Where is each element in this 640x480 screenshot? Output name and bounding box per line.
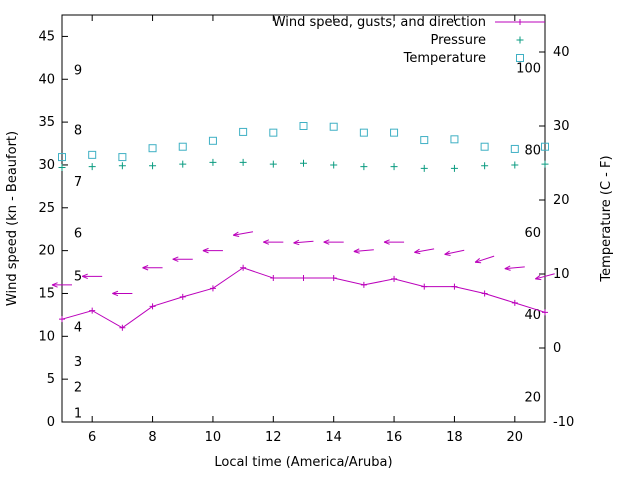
y-left-axis-title: Wind speed (kn - Beaufort) [5,131,20,306]
x-tick-label: 14 [325,430,342,445]
y-left-tick-label: 0 [47,415,55,430]
beaufort-label: 4 [74,321,82,336]
y-left-tick-label: 35 [38,115,55,130]
series-wind-gusts [51,231,555,297]
y-axis-left: 0 5 10 15 20 25 30 35 40 45 Wind speed (kn - Beauf… [5,29,68,430]
x-tick-label: 16 [386,430,403,445]
legend-item-wind: Wind speed, gusts, and direction [273,15,545,30]
y-right-tick-label: 30 [553,119,570,134]
plot-frame [61,14,546,423]
y-left-tick-label: 40 [38,72,55,87]
x-tick-label: 10 [205,430,222,445]
x-tick-label: 18 [446,430,463,445]
x-axis: 6 8 10 12 14 16 18 20 Local time (America/Aruba) [88,15,523,470]
series-pressure [58,158,549,172]
y-left-tick-label: 5 [47,372,55,387]
y-left-tick-label: 30 [38,158,55,173]
beaufort-label: 7 [74,175,82,190]
series-wind-speed [59,264,548,331]
legend-item-pressure: Pressure [430,33,524,48]
beaufort-label: 3 [74,355,82,370]
x-tick-label: 12 [265,430,282,445]
beaufort-label: 8 [74,124,82,139]
y-right-tick-label: 0 [553,341,561,356]
beaufort-scale-labels: 1 2 3 4 5 6 7 8 9 [74,64,82,422]
y-left-tick-label: 25 [38,201,55,216]
x-axis-title: Local time (America/Aruba) [214,455,392,470]
y-right-tick-label: 10 [553,267,570,282]
beaufort-label: 5 [74,269,82,284]
fahrenheit-label: 40 [524,308,541,323]
y-right-axis-title: Temperature (C - F) [599,155,614,282]
beaufort-label: 2 [74,381,82,396]
beaufort-label: 6 [74,226,82,241]
y-right-tick-label: 40 [553,45,570,60]
fahrenheit-label: 100 [516,61,541,76]
x-tick-label: 6 [88,430,96,445]
legend-item-temperature: Temperature [403,51,524,66]
fahrenheit-label: 80 [524,144,541,159]
y-left-tick-label: 45 [38,29,55,44]
fahrenheit-label: 60 [524,226,541,241]
fahrenheit-label: 20 [524,390,541,405]
y-left-tick-label: 10 [38,329,55,344]
x-tick-label: 20 [507,430,524,445]
y-left-tick-label: 15 [38,286,55,301]
y-axis-right: -10 0 10 20 30 40 Temperature (C - F) [539,45,614,430]
y-right-tick-label: -10 [553,415,574,430]
series-temperature [58,122,549,162]
x-tick-label: 8 [148,430,156,445]
legend-label-pressure: Pressure [430,33,486,48]
beaufort-label: 9 [74,64,82,79]
legend: Wind speed, gusts, and direction Pressure… [273,15,545,66]
legend-label-wind: Wind speed, gusts, and direction [273,15,486,30]
y-left-tick-label: 20 [38,244,55,259]
beaufort-label: 1 [74,406,82,421]
fahrenheit-scale-labels: 20 40 60 80 100 [516,61,541,405]
y-right-tick-label: 20 [553,193,570,208]
legend-label-temperature: Temperature [403,51,486,66]
